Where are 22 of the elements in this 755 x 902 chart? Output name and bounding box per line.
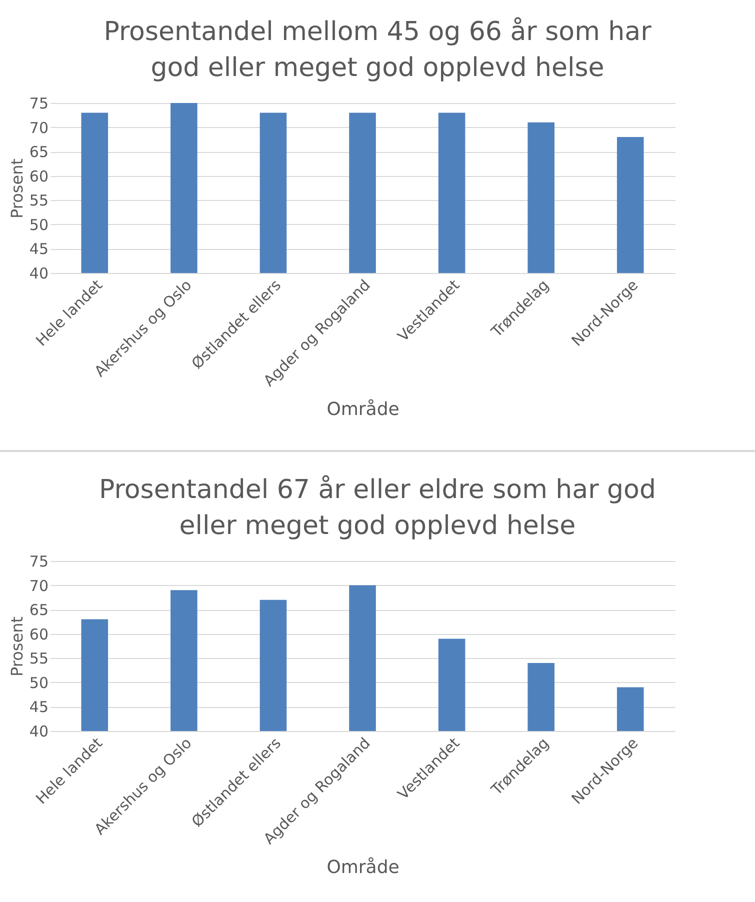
x-axis-title: Område bbox=[326, 399, 400, 420]
y-tick-label: 70 bbox=[29, 118, 48, 137]
y-tick-label: 40 bbox=[29, 722, 48, 740]
y-tick-label: 65 bbox=[29, 143, 48, 162]
x-axis-title: Område bbox=[326, 857, 400, 878]
y-axis-title: Prosent bbox=[7, 616, 26, 676]
y-tick-label: 45 bbox=[29, 698, 48, 716]
y-tick-label: 65 bbox=[29, 601, 48, 620]
y-tick-label: 60 bbox=[29, 625, 48, 644]
chart-title: Prosentandel mellom 45 og 66 år som har god eller meget god opplevd helse bbox=[102, 16, 652, 85]
y-tick-label: 75 bbox=[29, 94, 48, 112]
y-tick-label: 75 bbox=[29, 552, 48, 570]
y-tick-label: 40 bbox=[29, 264, 48, 282]
chart-title: Prosentandel 67 år eller eldre som har god eller meget god opplevd helse bbox=[98, 474, 657, 543]
y-tick-label: 60 bbox=[29, 167, 48, 186]
y-tick-label: 55 bbox=[29, 650, 48, 668]
y-tick-label: 55 bbox=[29, 192, 48, 210]
y-tick-label: 45 bbox=[29, 240, 48, 258]
y-tick-label: 70 bbox=[29, 576, 48, 595]
y-tick-label: 50 bbox=[29, 674, 48, 692]
y-tick-label: 50 bbox=[29, 216, 48, 234]
y-axis-title: Prosent bbox=[7, 158, 26, 218]
